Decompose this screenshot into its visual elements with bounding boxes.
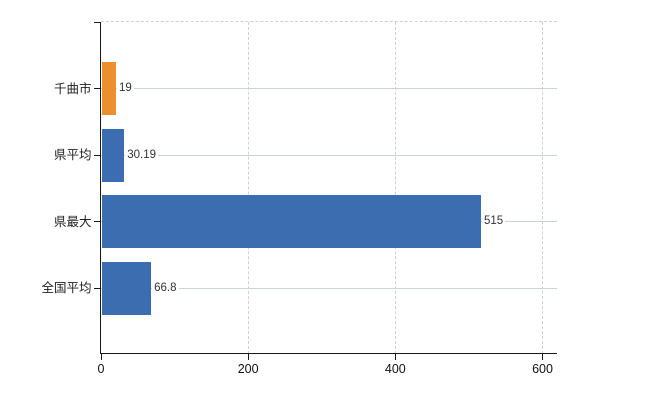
category-label: 千曲市 (53, 81, 92, 96)
x-tick-label: 0 (97, 362, 105, 376)
x-tick-label: 400 (384, 362, 406, 376)
h-gridline (101, 287, 557, 289)
y-axis-tick (93, 88, 100, 89)
x-axis-tick (247, 354, 249, 360)
bar-value-label: 515 (481, 214, 506, 229)
v-gridline (247, 22, 249, 354)
bar (101, 195, 481, 248)
plot-top-boundary (101, 21, 557, 22)
x-axis-line (99, 352, 557, 354)
v-gridline (542, 22, 543, 354)
x-axis-tick (542, 354, 543, 360)
bar (101, 261, 151, 315)
category-label: 全国平均 (41, 281, 92, 295)
y-axis-top-tick (93, 22, 100, 23)
x-axis-tick (100, 354, 102, 360)
h-gridline (101, 154, 557, 156)
x-tick-label: 600 (532, 362, 553, 376)
h-gridline (101, 88, 557, 89)
bar-value-label: 30.19 (125, 147, 158, 163)
y-axis-tick (93, 221, 100, 222)
x-tick-label: 200 (237, 362, 259, 376)
y-axis-tick (93, 154, 100, 156)
v-gridline (394, 22, 396, 354)
bar-value-label: 66.8 (152, 280, 179, 296)
bar (101, 62, 116, 115)
y-axis-tick (93, 287, 100, 289)
bar (101, 128, 124, 182)
bar-value-label: 19 (116, 81, 134, 96)
y-axis-line (99, 22, 101, 354)
category-label: 県最大 (53, 214, 92, 229)
category-label: 県平均 (53, 148, 92, 162)
x-axis-tick (394, 354, 396, 360)
